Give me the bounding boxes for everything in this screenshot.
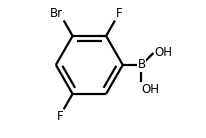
Text: OH: OH	[154, 46, 172, 59]
Text: F: F	[56, 110, 63, 123]
Text: OH: OH	[142, 83, 160, 96]
Text: Br: Br	[49, 7, 63, 20]
Text: F: F	[116, 7, 122, 20]
Text: B: B	[137, 58, 145, 71]
